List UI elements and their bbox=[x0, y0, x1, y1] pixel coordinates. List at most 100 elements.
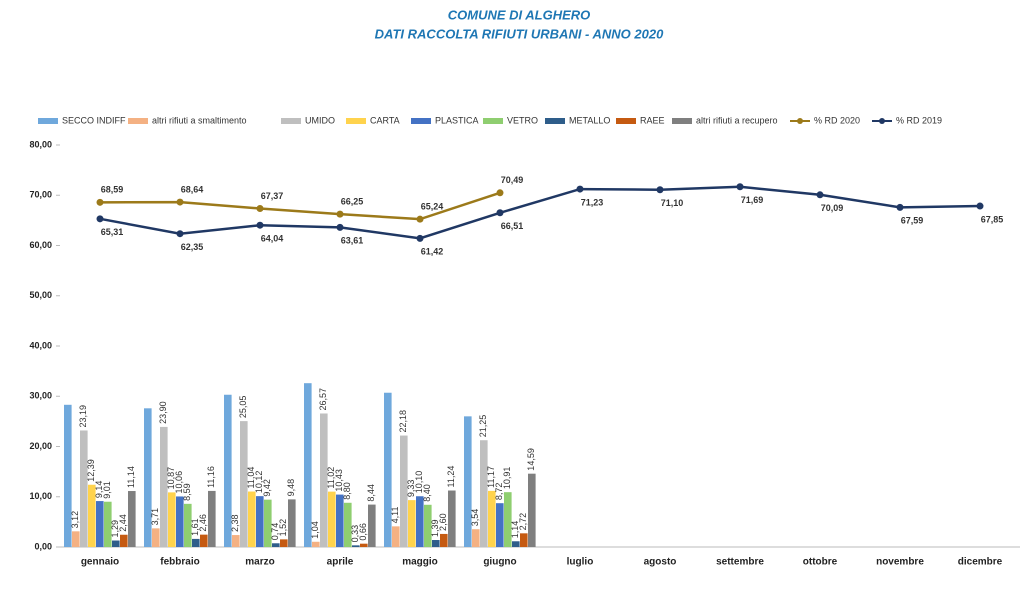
bar-value-label: 0,33 bbox=[350, 525, 360, 543]
bar bbox=[232, 535, 240, 547]
bar bbox=[192, 538, 200, 547]
bar-value-label: 10,91 bbox=[502, 467, 512, 490]
legend-swatch bbox=[616, 118, 636, 124]
line-value-label: 68,64 bbox=[181, 184, 204, 194]
line-marker bbox=[656, 186, 664, 194]
legend-label: METALLO bbox=[569, 115, 610, 125]
bar bbox=[176, 496, 184, 547]
line bbox=[99, 185, 981, 240]
bar bbox=[208, 490, 216, 547]
bar-value-label: 4,11 bbox=[390, 506, 400, 523]
bar-value-label: 2,44 bbox=[118, 514, 128, 532]
bar-value-label: 9,48 bbox=[286, 479, 296, 497]
bar-value-label: 25,05 bbox=[238, 396, 248, 419]
bar-value-label: 10,87 bbox=[166, 467, 176, 490]
bar bbox=[416, 496, 424, 547]
bar-value-label: 14,59 bbox=[526, 448, 536, 471]
bar-value-label: 3,54 bbox=[470, 509, 480, 527]
y-tick-label: 10,00 bbox=[29, 491, 52, 501]
line-marker bbox=[816, 191, 824, 199]
y-tick-label: 30,00 bbox=[29, 391, 52, 401]
bar-value-label: 11,14 bbox=[126, 466, 136, 488]
legend-swatch bbox=[281, 118, 301, 124]
x-tick-label: maggio bbox=[402, 557, 438, 568]
line-marker bbox=[256, 221, 264, 229]
bar-value-label: 11,24 bbox=[446, 466, 456, 488]
bar bbox=[280, 539, 288, 547]
bar bbox=[328, 491, 336, 547]
line-marker bbox=[336, 223, 344, 231]
bar-value-label: 11,17 bbox=[486, 466, 496, 488]
legend-marker bbox=[879, 118, 885, 124]
bar-value-label: 10,12 bbox=[254, 471, 264, 494]
bar-value-label: 9,01 bbox=[102, 481, 112, 499]
bar bbox=[320, 413, 328, 547]
line-marker bbox=[256, 204, 264, 212]
bar bbox=[344, 502, 352, 547]
bar bbox=[392, 526, 400, 547]
x-tick-label: luglio bbox=[567, 557, 594, 568]
y-tick-label: 60,00 bbox=[29, 240, 52, 250]
bar bbox=[384, 392, 392, 547]
line-value-label: 71,69 bbox=[741, 195, 764, 205]
bar bbox=[224, 394, 232, 547]
bar-value-label: 9,14 bbox=[94, 481, 104, 499]
bar bbox=[360, 543, 368, 547]
y-tick-label: 20,00 bbox=[29, 441, 52, 451]
bar bbox=[432, 540, 440, 547]
bar-value-label: 1,04 bbox=[310, 521, 320, 539]
bar bbox=[72, 531, 80, 547]
line-value-label: 61,42 bbox=[421, 247, 444, 257]
line-value-label: 70,49 bbox=[501, 175, 524, 185]
bar bbox=[96, 501, 104, 547]
line-marker bbox=[976, 202, 984, 210]
bar bbox=[168, 492, 176, 547]
line-value-label: 71,10 bbox=[661, 198, 684, 208]
line-marker bbox=[176, 230, 184, 238]
line-marker bbox=[416, 215, 424, 223]
bar-value-label: 10,06 bbox=[174, 471, 184, 494]
bar-value-label: 23,19 bbox=[78, 405, 88, 428]
bar-value-label: 8,59 bbox=[182, 483, 192, 501]
bar bbox=[128, 491, 136, 547]
bar bbox=[112, 540, 120, 547]
bar-value-label: 11,02 bbox=[326, 467, 336, 489]
line-marker bbox=[176, 198, 184, 206]
legend-label: % RD 2020 bbox=[814, 115, 860, 125]
line-marker bbox=[496, 209, 504, 217]
line-marker bbox=[736, 183, 744, 191]
line-marker bbox=[896, 203, 904, 211]
line-value-label: 64,04 bbox=[261, 234, 284, 244]
x-tick-label: novembre bbox=[876, 557, 924, 568]
bar bbox=[312, 541, 320, 547]
bar bbox=[488, 490, 496, 547]
bar-value-label: 26,57 bbox=[318, 388, 328, 411]
bar bbox=[464, 416, 472, 547]
legend-label: CARTA bbox=[370, 115, 400, 125]
x-tick-label: marzo bbox=[245, 557, 274, 568]
bar bbox=[184, 503, 192, 547]
bar bbox=[144, 408, 152, 547]
y-tick-label: 80,00 bbox=[29, 139, 52, 149]
bar-value-label: 8,44 bbox=[366, 484, 376, 502]
x-tick-label: settembre bbox=[716, 557, 764, 568]
bar bbox=[256, 496, 264, 547]
bar-value-label: 2,46 bbox=[198, 514, 208, 532]
x-tick-label: febbraio bbox=[160, 557, 199, 568]
legend-swatch bbox=[346, 118, 366, 124]
bar bbox=[408, 500, 416, 547]
line-marker bbox=[496, 189, 504, 197]
x-tick-label: giugno bbox=[483, 557, 516, 568]
line-value-label: 68,59 bbox=[101, 185, 124, 195]
legend-label: altri rifiuti a recupero bbox=[696, 115, 778, 125]
bar-value-label: 2,72 bbox=[518, 513, 528, 531]
bar-value-label: 11,16 bbox=[206, 466, 216, 488]
legend-swatch bbox=[38, 118, 58, 124]
bar-value-label: 8,40 bbox=[422, 484, 432, 502]
bar-value-label: 2,60 bbox=[438, 513, 448, 531]
bar bbox=[440, 533, 448, 547]
bar bbox=[424, 504, 432, 547]
bar-value-label: 9,33 bbox=[406, 480, 416, 498]
line-value-label: 65,24 bbox=[421, 202, 444, 212]
